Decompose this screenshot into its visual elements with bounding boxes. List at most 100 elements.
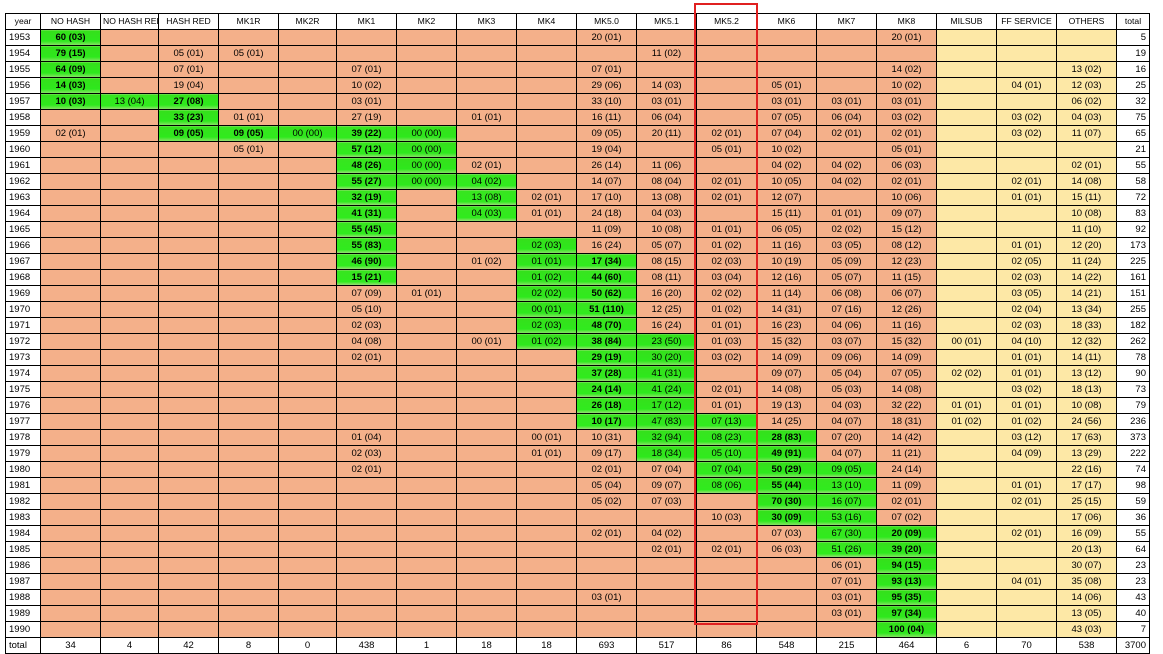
- cell-mk5-1: 41 (31): [636, 365, 697, 382]
- cell-mk2r: [278, 109, 337, 126]
- cell-mk2r: [278, 541, 337, 558]
- cell-mk4: 00 (01): [516, 429, 577, 446]
- cell-no-hash: [40, 429, 101, 446]
- cell-mk1r: [218, 413, 279, 430]
- cell-ff-service: 02 (01): [996, 493, 1057, 510]
- cell-mk1: 55 (27): [336, 173, 397, 190]
- cell-ff-service: 01 (01): [996, 477, 1057, 494]
- cell-no-hash-red: [100, 125, 159, 142]
- total-cell-total: 3700: [1116, 637, 1150, 654]
- cell-no-hash: [40, 221, 101, 238]
- year-cell: 1954: [5, 45, 41, 62]
- cell-ff-service: [996, 93, 1057, 110]
- table-row: 1978 01 (04) 00 (01) 10 (31) 32 (94) 08 (23) 2…: [5, 429, 1150, 446]
- table-row: 1982 05 (02) 07 (03) 70 (30) 16 (07) 02 (01) 0…: [5, 493, 1150, 510]
- cell-no-hash: [40, 109, 101, 126]
- cell-mk3: 01 (02): [456, 253, 517, 270]
- cell-others: 20 (13): [1056, 541, 1117, 558]
- cell-mk5-1: 16 (24): [636, 317, 697, 334]
- cell-mk3: 01 (01): [456, 109, 517, 126]
- cell-hash-red: [158, 317, 219, 334]
- cell-mk5-2: [696, 573, 757, 590]
- cell-mk5-1: 17 (12): [636, 397, 697, 414]
- cell-mk5-2: [696, 525, 757, 542]
- cell-milsub: [936, 125, 997, 142]
- cell-hash-red: [158, 605, 219, 622]
- total-cell-ff-service: 70: [996, 637, 1057, 654]
- cell-milsub: [936, 621, 997, 638]
- cell-no-hash-red: [100, 525, 159, 542]
- cell-mk2: 00 (00): [396, 173, 457, 190]
- cell-others: [1056, 29, 1117, 46]
- cell-milsub: [936, 557, 997, 574]
- cell-mk1r: [218, 205, 279, 222]
- year-cell: 1979: [5, 445, 41, 462]
- cell-no-hash-red: [100, 173, 159, 190]
- cell-mk4: [516, 221, 577, 238]
- column-header-mk5-1: MK5.1: [636, 13, 697, 30]
- cell-mk7: 03 (01): [816, 589, 877, 606]
- cell-mk7: 09 (06): [816, 349, 877, 366]
- cell-mk5-2: 02 (01): [696, 189, 757, 206]
- cell-mk5-0: 33 (10): [576, 93, 637, 110]
- cell-hash-red: 09 (05): [158, 125, 219, 142]
- cell-mk4: [516, 621, 577, 638]
- cell-mk7: 09 (05): [816, 461, 877, 478]
- cell-mk5-2: 02 (01): [696, 381, 757, 398]
- cell-mk7: 53 (16): [816, 509, 877, 526]
- cell-mk2r: [278, 45, 337, 62]
- cell-mk5-2: [696, 589, 757, 606]
- total-label: total: [5, 637, 41, 654]
- column-header-mk5-2: MK5.2: [696, 13, 757, 30]
- cell-mk5-2: 02 (01): [696, 541, 757, 558]
- cell-mk4: [516, 557, 577, 574]
- total-cell-hash-red: 42: [158, 637, 219, 654]
- cell-mk1: [336, 557, 397, 574]
- cell-no-hash: 14 (03): [40, 77, 101, 94]
- cell-mk2: 01 (01): [396, 285, 457, 302]
- cell-milsub: [936, 253, 997, 270]
- cell-mk3: [456, 541, 517, 558]
- cell-mk5-2: 01 (01): [696, 317, 757, 334]
- cell-mk2: [396, 301, 457, 318]
- cell-no-hash-red: [100, 237, 159, 254]
- total-cell-milsub: 6: [936, 637, 997, 654]
- cell-mk7: 05 (09): [816, 253, 877, 270]
- cell-mk6: [756, 589, 817, 606]
- cell-mk5-2: 02 (03): [696, 253, 757, 270]
- cell-mk4: [516, 77, 577, 94]
- column-header-mk8: MK8: [876, 13, 937, 30]
- column-header-year: year: [5, 13, 41, 30]
- cell-others: 13 (34): [1056, 301, 1117, 318]
- cell-others: 04 (03): [1056, 109, 1117, 126]
- cell-mk8: 02 (01): [876, 493, 937, 510]
- cell-no-hash: [40, 509, 101, 526]
- cell-hash-red: [158, 573, 219, 590]
- cell-milsub: [936, 29, 997, 46]
- year-cell: 1971: [5, 317, 41, 334]
- cell-no-hash: [40, 301, 101, 318]
- cell-mk6: 06 (03): [756, 541, 817, 558]
- cell-mk2r: [278, 285, 337, 302]
- cell-milsub: [936, 285, 997, 302]
- table-row: 1979 02 (03) 01 (01) 09 (17) 18 (34) 05 (10) 4…: [5, 445, 1150, 462]
- cell-hash-red: 05 (01): [158, 45, 219, 62]
- cell-mk8: 11 (09): [876, 477, 937, 494]
- cell-mk3: [456, 301, 517, 318]
- cell-mk6: 07 (04): [756, 125, 817, 142]
- cell-mk3: [456, 269, 517, 286]
- cell-mk3: [456, 29, 517, 46]
- cell-milsub: [936, 573, 997, 590]
- cell-mk7: [816, 77, 877, 94]
- cell-mk4: [516, 461, 577, 478]
- cell-mk7: 02 (02): [816, 221, 877, 238]
- cell-mk5-2: 02 (01): [696, 125, 757, 142]
- column-header-others: OTHERS: [1056, 13, 1117, 30]
- cell-hash-red: 27 (08): [158, 93, 219, 110]
- cell-mk7: 04 (07): [816, 445, 877, 462]
- cell-mk1r: 09 (05): [218, 125, 279, 142]
- cell-mk2r: [278, 29, 337, 46]
- cell-milsub: [936, 77, 997, 94]
- cell-mk2: [396, 77, 457, 94]
- row-total-cell: 7: [1116, 621, 1150, 638]
